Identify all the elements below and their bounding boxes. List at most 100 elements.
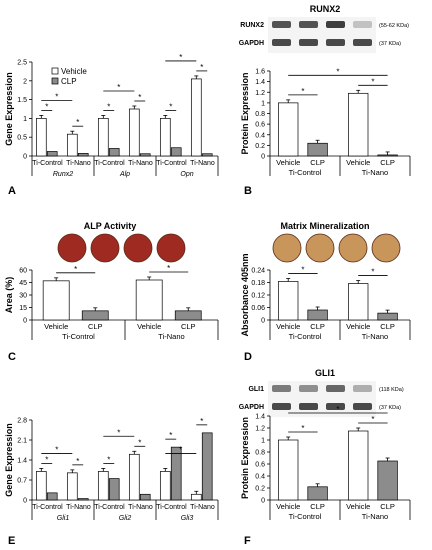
runx2-blot-label1: RUNX2 <box>240 22 264 29</box>
y-tick-label-B: 0.8 <box>255 111 265 118</box>
bar-vehicle <box>42 280 70 321</box>
bar-clp <box>170 147 182 157</box>
bar-clp <box>139 493 151 501</box>
mineral-dish <box>371 233 401 263</box>
y-axis-label-F: Protein Expression <box>240 417 250 499</box>
x-tick-label: CLP <box>380 158 395 167</box>
sig-star: * <box>76 457 79 466</box>
sig-star: * <box>74 265 77 274</box>
y-tick-label-B: 1 <box>261 100 265 107</box>
bar-vehicle <box>128 108 140 157</box>
x-tick-label: CLP <box>380 322 395 331</box>
gene-label: Opn <box>180 171 193 178</box>
panel-letter-F: F <box>244 535 251 547</box>
gli1-blot-kda1: (118 KDa) <box>379 387 404 393</box>
x-tick-label: Ti-Nano <box>128 160 153 167</box>
runx2-blot-label2: GAPDH <box>239 40 264 47</box>
sig-star: * <box>371 268 374 277</box>
x-tick-label: CLP <box>310 322 325 331</box>
y-tick-label-E: 2.1 <box>17 438 27 445</box>
y-tick-label-C: 60 <box>19 268 27 275</box>
blot-band <box>326 403 345 410</box>
mineral-dish <box>305 233 335 263</box>
bar-clp <box>170 446 182 501</box>
x-tick-label: Ti-Control <box>94 160 125 167</box>
blot-band <box>272 39 291 46</box>
sig-star: * <box>138 438 141 447</box>
y-tick-label-E: 0 <box>23 498 27 505</box>
group-label: Ti-Nano <box>362 168 388 177</box>
sig-star: * <box>179 445 182 454</box>
sig-star: * <box>107 102 110 111</box>
blot-band <box>326 21 345 28</box>
sig-star: * <box>200 63 203 72</box>
blot-band <box>326 39 345 46</box>
bar-clp <box>307 142 328 157</box>
x-tick-label: Vehicle <box>276 502 300 511</box>
sig-star: * <box>169 102 172 111</box>
blot-band <box>353 21 372 28</box>
blot-band <box>299 385 318 392</box>
group-label: Ti-Control <box>289 168 322 177</box>
bar-clp <box>81 310 109 321</box>
x-tick-label: Ti-Control <box>156 504 187 511</box>
bar-vehicle <box>97 471 109 501</box>
legend-clp: CLP <box>61 77 77 86</box>
bar-vehicle <box>35 118 47 157</box>
group-label: Ti-Nano <box>362 332 388 341</box>
panel-letter-E: E <box>8 535 15 547</box>
gli1-blot-label2: GAPDH <box>239 404 264 411</box>
y-tick-label-D: 0.12 <box>251 293 265 300</box>
y-tick-label-A: 2.5 <box>17 60 27 67</box>
y-tick-label-F: 0.2 <box>255 486 265 493</box>
y-tick-label-A: 1.5 <box>17 97 27 104</box>
runx2-blot-kda1: (55-62 KDa) <box>379 23 409 29</box>
x-tick-label: Vehicle <box>346 502 370 511</box>
y-tick-label-F: 1.4 <box>255 414 265 421</box>
sig-star: * <box>371 77 374 86</box>
bar-clp <box>201 432 213 501</box>
sig-star: * <box>55 445 58 454</box>
sig-star: * <box>301 424 304 433</box>
bar-clp <box>174 310 202 321</box>
y-axis-label-D: Absorbance 405nm <box>240 253 250 336</box>
x-tick-label: Ti-Nano <box>190 160 215 167</box>
mineral-dish <box>338 233 368 263</box>
bar-clp <box>201 153 213 157</box>
x-tick-label: CLP <box>310 158 325 167</box>
gene-label: Gli3 <box>181 515 194 522</box>
bar-vehicle <box>135 279 163 321</box>
x-tick-label: Ti-Control <box>32 160 63 167</box>
x-tick-label: Ti-Control <box>94 504 125 511</box>
sig-star: * <box>200 417 203 426</box>
bar-clp <box>377 460 398 501</box>
bar-vehicle <box>348 283 369 321</box>
bar-clp <box>377 154 398 157</box>
sig-star: * <box>55 92 58 101</box>
x-tick-label: Ti-Nano <box>190 504 215 511</box>
runx2-title: RUNX2 <box>310 4 341 14</box>
bar-clp <box>108 478 120 501</box>
sig-star: * <box>167 264 170 273</box>
bar-clp <box>377 312 398 321</box>
y-tick-label-D: 0.24 <box>251 268 265 275</box>
bar-vehicle <box>35 471 47 501</box>
sig-star: * <box>336 405 339 414</box>
bar-vehicle <box>278 102 299 157</box>
sig-star: * <box>45 102 48 111</box>
bar-vehicle <box>66 133 78 157</box>
y-tick-label-A: 0.5 <box>17 135 27 142</box>
x-tick-label: Ti-Nano <box>128 504 153 511</box>
group-label: Ti-Control <box>62 332 95 341</box>
gene-label: Runx2 <box>53 171 73 178</box>
gli1-blot-kda2: (37 KDa) <box>379 405 401 411</box>
y-tick-label-A: 1 <box>23 116 27 123</box>
sig-star: * <box>301 87 304 96</box>
y-tick-label-D: 0.06 <box>251 305 265 312</box>
bar-clp <box>46 151 58 157</box>
bar-clp <box>46 492 58 501</box>
y-tick-label-A: 2 <box>23 78 27 85</box>
y-tick-label-B: 1.4 <box>255 79 265 86</box>
legend-swatch-clp <box>51 77 59 85</box>
